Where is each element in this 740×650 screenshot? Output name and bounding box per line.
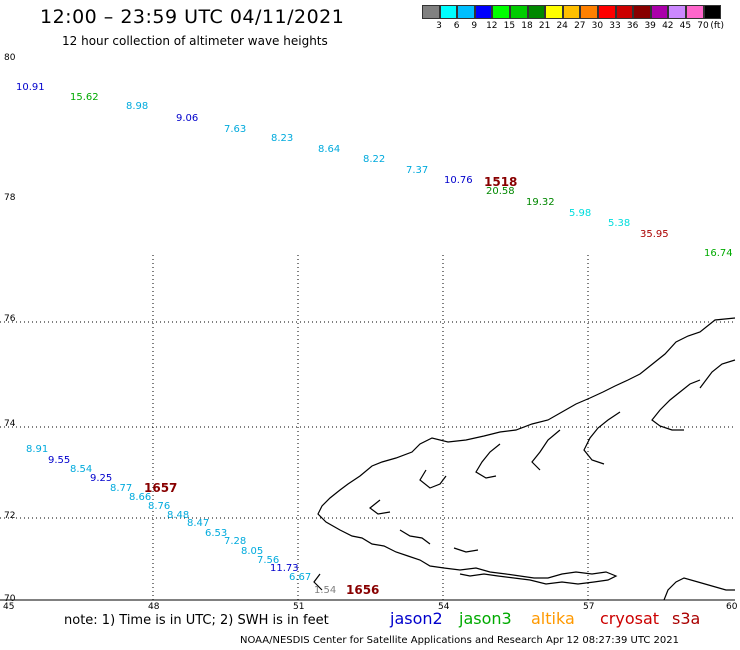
legend-swatch bbox=[597, 5, 616, 19]
satellite-altika: altika bbox=[531, 609, 575, 628]
legend-swatch bbox=[668, 5, 686, 19]
legend-swatch bbox=[633, 5, 651, 19]
coastline-novaya-zemlya bbox=[313, 317, 736, 601]
wave-height-value: 16.74 bbox=[704, 248, 733, 259]
legend-label: 42 bbox=[662, 21, 674, 31]
time-label: 1518 bbox=[484, 175, 518, 189]
time-label: 1657 bbox=[144, 481, 178, 495]
wave-height-value: 5.98 bbox=[569, 208, 592, 219]
legend-label: 70 bbox=[697, 21, 709, 31]
wave-height-value: 8.64 bbox=[318, 144, 341, 155]
wave-height-value: 11.73 bbox=[270, 563, 299, 574]
wave-height-value: 8.98 bbox=[126, 101, 149, 112]
lon-tick-label: 45 bbox=[3, 602, 15, 612]
wave-height-value: 8.66 bbox=[129, 492, 152, 503]
wave-height-value: 9.55 bbox=[48, 455, 71, 466]
lon-tick-label: 48 bbox=[148, 602, 160, 612]
legend-label: 12 bbox=[486, 21, 498, 31]
wave-height-value: 8.47 bbox=[187, 518, 210, 529]
lon-tick-label: 60 bbox=[726, 602, 738, 612]
legend-label: 36 bbox=[626, 21, 639, 31]
legend-label: 15 bbox=[503, 21, 516, 31]
legend-unit: (ft) bbox=[710, 21, 724, 31]
wave-height-value: 6.53 bbox=[205, 528, 228, 539]
legend-swatch bbox=[527, 5, 546, 19]
lat-tick-label: 72 bbox=[4, 511, 16, 521]
wave-height-value: 8.23 bbox=[271, 133, 294, 144]
legend-label: 24 bbox=[556, 21, 568, 31]
legend-swatch bbox=[562, 5, 581, 19]
legend-swatch bbox=[457, 5, 475, 19]
lat-tick-label: 76 bbox=[4, 314, 16, 324]
wave-height-value: 8.77 bbox=[110, 483, 133, 494]
wave-height-value: 8.54 bbox=[70, 464, 93, 475]
map-title: 12:00 – 23:59 UTC 04/11/2021 bbox=[40, 6, 345, 28]
legend-swatch bbox=[703, 5, 722, 19]
legend-label: 18 bbox=[521, 21, 533, 31]
color-legend bbox=[422, 5, 722, 19]
legend-label: 27 bbox=[574, 21, 586, 31]
legend-swatch bbox=[545, 5, 563, 19]
legend-swatch bbox=[685, 5, 704, 19]
legend-label: 3 bbox=[436, 21, 442, 31]
credit-line: NOAA/NESDIS Center for Satellite Applica… bbox=[240, 635, 679, 646]
wave-height-value: 9.06 bbox=[176, 113, 199, 124]
legend-label: 30 bbox=[591, 21, 604, 31]
wave-height-value: 10.76 bbox=[444, 175, 473, 186]
legend-swatch bbox=[615, 5, 634, 19]
wave-height-value: 9.25 bbox=[90, 473, 113, 484]
wave-height-value: 7.63 bbox=[224, 124, 247, 135]
wave-height-value: 8.48 bbox=[167, 510, 190, 521]
lon-tick-label: 51 bbox=[293, 602, 305, 612]
legend-label: 45 bbox=[679, 21, 692, 31]
legend-label: 33 bbox=[609, 21, 621, 31]
wave-height-value: 35.95 bbox=[640, 229, 669, 240]
wave-height-value: 7.37 bbox=[406, 165, 429, 176]
lat-tick-label: 80 bbox=[4, 53, 16, 63]
wave-height-value: 20.58 bbox=[486, 186, 515, 197]
satellite-jason2: jason2 bbox=[390, 609, 443, 628]
wave-height-value: 1.54 bbox=[314, 585, 337, 596]
legend-swatch bbox=[580, 5, 598, 19]
lat-tick-label: 74 bbox=[4, 419, 16, 429]
note-text: note: 1) Time is in UTC; 2) SWH is in fe… bbox=[64, 613, 329, 628]
legend-swatch bbox=[492, 5, 510, 19]
lat-tick-label: 78 bbox=[4, 193, 16, 203]
wave-height-value: 15.62 bbox=[70, 92, 99, 103]
satellite-s3a: s3a bbox=[672, 609, 701, 628]
lat-lon-grid bbox=[0, 255, 735, 600]
wave-height-value: 7.28 bbox=[224, 536, 247, 547]
wave-height-value: 8.91 bbox=[26, 444, 49, 455]
wave-height-value: 6.67 bbox=[289, 572, 312, 583]
satellite-jason3: jason3 bbox=[459, 609, 512, 628]
wave-height-value: 10.91 bbox=[16, 82, 45, 93]
legend-swatch bbox=[474, 5, 493, 19]
wave-height-value: 8.76 bbox=[148, 501, 171, 512]
lon-tick-label: 54 bbox=[438, 602, 450, 612]
legend-swatch bbox=[439, 5, 458, 19]
legend-label: 39 bbox=[644, 21, 656, 31]
wave-height-value: 8.22 bbox=[363, 154, 386, 165]
legend-label: 21 bbox=[538, 21, 551, 31]
time-label: 1656 bbox=[346, 583, 380, 597]
legend-swatch bbox=[422, 5, 440, 19]
lat-tick-label: 70 bbox=[4, 594, 16, 604]
wave-height-value: 8.05 bbox=[241, 546, 264, 557]
legend-label: 6 bbox=[453, 21, 460, 31]
wave-height-value: 19.32 bbox=[526, 197, 555, 208]
map-subtitle: 12 hour collection of altimeter wave hei… bbox=[62, 34, 328, 48]
lon-tick-label: 57 bbox=[583, 602, 595, 612]
wave-height-value: 7.56 bbox=[257, 555, 280, 566]
legend-swatch bbox=[650, 5, 669, 19]
legend-swatch bbox=[509, 5, 528, 19]
legend-label: 9 bbox=[471, 21, 478, 31]
wave-height-value: 5.38 bbox=[608, 218, 631, 229]
satellite-cryosat: cryosat bbox=[600, 609, 660, 628]
